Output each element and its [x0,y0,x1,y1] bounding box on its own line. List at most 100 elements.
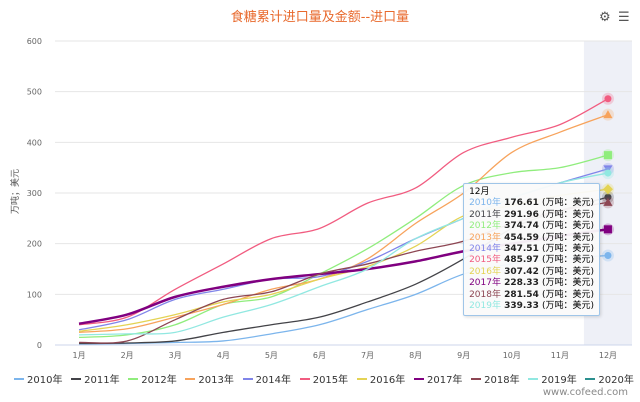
legend-label: 2013年 [198,375,234,386]
legend-label: 2019年 [541,375,577,386]
series-2012-line[interactable] [79,154,609,339]
tooltip-series-name: 2017年 [469,278,501,289]
legend-item[interactable]: 2013年 [185,371,234,386]
legend-item[interactable]: 2017年 [413,371,463,386]
tooltip-value: 339.33 [500,301,542,312]
tooltip-unit: (万吨：美元) [541,266,594,277]
x-tick-label: 8月 [409,351,422,360]
tooltip-value: 307.42 [500,266,542,277]
legend-item[interactable]: 2019年 [528,371,577,386]
legend-label: 2014年 [255,375,292,386]
tooltip-value: 485.97 [500,255,542,266]
gear-icon[interactable]: ⚙ [599,10,611,25]
tooltip-row: 2013年 454.59 (万吨：美元) [469,233,594,244]
tooltip-series-name: 2015年 [469,255,501,266]
tooltip-value: 347.51 [500,244,542,255]
legend-item[interactable]: 2020年 [585,371,634,386]
series-2015-line[interactable] [78,98,609,326]
x-tick-label: 5月 [265,351,278,360]
legend-swatch [413,377,424,380]
y-tick-label: 0 [37,341,42,350]
tooltip-row: 2014年 347.51 (万吨：美元) [469,244,594,255]
tooltip-row: 2011年 291.96 (万吨：美元) [469,210,594,221]
x-tick-label: 4月 [217,351,230,360]
series-2010-marker[interactable] [604,252,612,260]
series-2018-marker[interactable] [603,197,613,206]
y-tick-label: 400 [27,138,42,147]
legend-item[interactable]: 2016年 [356,371,406,386]
tooltip-header: 12月 [469,187,490,197]
x-tick-label: 2月 [121,351,134,360]
x-tick-label: 6月 [313,351,326,360]
tooltip-value: 281.54 [500,289,542,300]
x-tick-label: 9月 [457,351,470,360]
x-tick-label: 11月 [551,351,569,360]
tooltip-unit: (万吨：美元) [541,221,594,232]
legend-item[interactable]: 2010年 [14,371,62,386]
legend-label: 2012年 [141,375,177,386]
tooltip-value: 374.74 [500,221,542,232]
legend-item[interactable]: 2012年 [128,371,177,386]
tooltip-unit: (万吨：美元) [541,289,594,300]
legend-item[interactable]: 2011年 [71,371,120,386]
series-2019-marker[interactable] [604,169,612,177]
series-2013-marker[interactable] [603,110,613,119]
tooltip-unit: (万吨：美元) [541,209,594,220]
menu-icon[interactable]: ☰ [618,10,630,25]
x-tick-label: 7月 [361,351,374,360]
y-tick-label: 300 [27,189,42,198]
series-2014-marker[interactable] [603,165,613,174]
series-2015-marker[interactable] [604,95,612,103]
legend-label: 2015年 [312,375,349,386]
legend: 2010年 2011年 2012年 2013年 2014年 2015年 2016年 2017年… [14,371,634,386]
tooltip-series-name: 2012年 [469,221,501,232]
tooltip-row: 2017年 228.33 (万吨：美元) [469,278,594,289]
tooltip-row: 2016年 307.42 (万吨：美元) [469,267,594,278]
tooltip-series-name: 2011年 [469,209,501,220]
legend-item[interactable]: 2015年 [299,371,349,386]
legend-swatch [528,377,539,380]
x-tick-label: 12月 [599,351,617,360]
tooltip-unit: (万吨：美元) [541,301,594,312]
legend-swatch [71,377,82,380]
series-2012-marker[interactable] [603,151,612,160]
y-tick-label: 200 [27,240,42,249]
legend-swatch [128,377,139,380]
legend-swatch [471,377,482,380]
line-chart[interactable]: 0 100 200 300 400 500 600 1月 2月 3月 4月 5月 6月 7月 8月 9月 10月… [0,0,640,365]
y-tick-label: 600 [27,37,42,46]
legend-label: 2011年 [84,375,120,386]
legend-item[interactable]: 2014年 [242,371,292,386]
legend-label: 2018年 [484,375,520,386]
tooltip-row: 2012年 374.74 (万吨：美元) [469,221,594,232]
tooltip-row: 2018年 281.54 (万吨：美元) [469,290,594,301]
y-tick-label: 100 [27,290,42,299]
legend-swatch [185,377,196,380]
y-tick-label: 500 [27,88,42,97]
tooltip-unit: (万吨：美元) [541,278,594,289]
tooltip-value: 176.61 [500,198,542,209]
tooltip-series-name: 2013年 [469,232,501,243]
tooltip: 12月 2010年 176.61 (万吨：美元) 2011年 291.96 (万吨：… [463,183,600,317]
legend-swatch [585,377,596,380]
legend-swatch [14,377,24,380]
tooltip-unit: (万吨：美元) [541,198,594,209]
x-tick-label: 3月 [169,351,182,360]
legend-swatch [299,377,310,380]
series-2016-marker[interactable] [602,184,613,195]
legend-label: 2017年 [426,375,463,386]
tooltip-series-name: 2014年 [469,244,501,255]
series-2011-marker[interactable] [604,193,612,201]
legend-item[interactable]: 2018年 [471,371,520,386]
legend-label: 2020年 [598,375,634,386]
legend-label: 2016年 [369,375,406,386]
watermark: www.cofeed.com [542,387,628,398]
x-tick-label: 1月 [72,351,85,360]
legend-swatch [242,377,253,380]
tooltip-row: 2019年 339.33 (万吨：美元) [469,301,594,312]
legend-label: 2010年 [27,375,63,386]
chart-title: 食糖累计进口量及金额--进口量 [230,10,410,25]
series-2017-marker[interactable] [603,225,612,234]
tooltip-unit: (万吨：美元) [541,244,594,255]
